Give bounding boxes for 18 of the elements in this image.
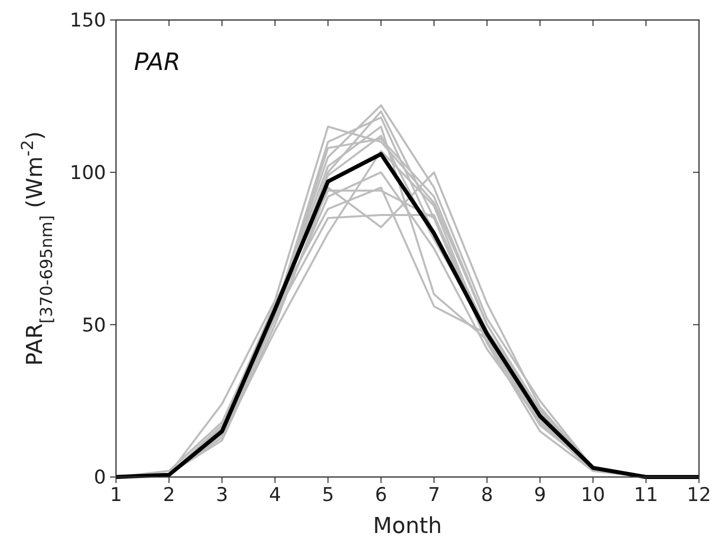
- x-tick-label: 8: [480, 484, 494, 506]
- x-tick-label: 1: [110, 484, 122, 506]
- y-tick-label: 100: [70, 162, 106, 184]
- y-tick-label: 0: [94, 466, 106, 489]
- x-tick-label: 10: [580, 484, 606, 506]
- x-tick-label: 4: [268, 484, 282, 506]
- y-tick-label: 50: [82, 314, 106, 336]
- x-tick-label: 3: [216, 484, 228, 506]
- x-tick-label: 7: [428, 484, 440, 506]
- y-tick-label: 150: [70, 10, 106, 32]
- x-tick-label: 2: [162, 484, 176, 506]
- x-tick-label: 11: [634, 484, 658, 506]
- x-tick-label: 6: [374, 484, 388, 506]
- x-tick-label: 9: [534, 484, 546, 506]
- x-tick-label: 5: [322, 484, 334, 506]
- x-axis-title: Month: [373, 514, 442, 539]
- text: PAR: [134, 48, 180, 76]
- x-tick-label: 12: [686, 484, 712, 506]
